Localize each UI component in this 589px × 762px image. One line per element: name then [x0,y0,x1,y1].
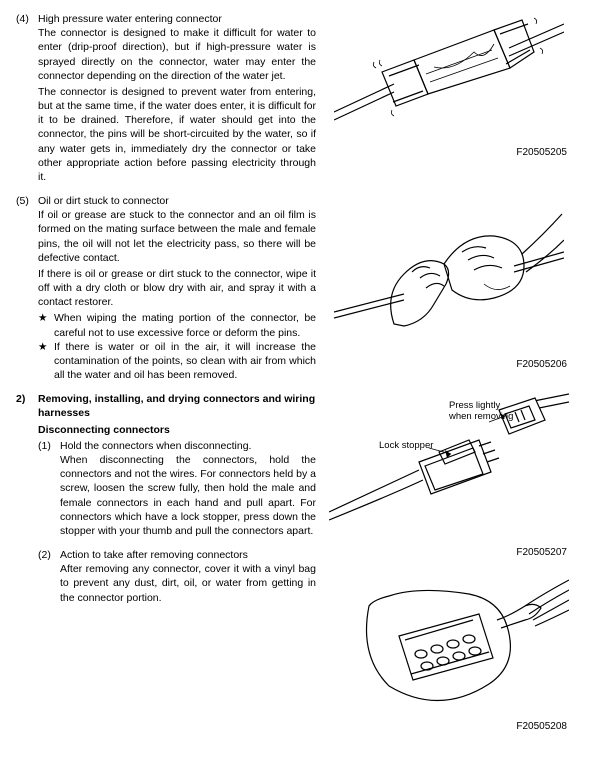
s2-1-p: When disconnecting the connectors, hold … [60,453,316,538]
fig-label-208: F20505208 [324,720,573,734]
section-2-row: 2) Removing, installing, and drying conn… [16,392,573,733]
section-2-figcol: Press lightly when removing Lock stopper… [316,392,573,733]
item-4-p2: The connector is designed to prevent wat… [38,85,316,184]
section-2-text: 2) Removing, installing, and drying conn… [16,392,316,604]
s2-2-title: Action to take after removing connectors [60,548,316,562]
s2-2-p: After removing any connector, cover it w… [60,562,316,605]
press-lightly-label-a: Press lightly [449,400,500,411]
lock-stopper-label: Lock stopper [379,440,433,451]
item-5-p1: If oil or grease are stuck to the connec… [38,208,316,265]
item-5-p2: If there is oil or grease or dirt stuck … [38,267,316,310]
lock-stopper-icon: Press lightly when removing Lock stopper [329,392,569,542]
vinyl-bag-icon [329,566,569,716]
item-4-title: High pressure water entering connector [38,12,316,26]
item-5-title: Oil or dirt stuck to connector [38,194,316,208]
star-icon: ★ [38,311,54,325]
item-4-num: (4) [16,12,38,26]
fig-label-207: F20505207 [324,546,573,560]
item-5-num: (5) [16,194,38,208]
item-4-figcol: F20505205 [316,12,573,160]
star-icon: ★ [38,340,54,354]
fig-label-206: F20505206 [324,358,573,372]
section-2-sub: Disconnecting connectors [38,423,316,437]
s2-1-title: Hold the connectors when disconnecting. [60,439,316,453]
section-2-title: Removing, installing, and drying connect… [38,392,316,420]
section-2-num: 2) [16,392,38,604]
fig-label-205: F20505205 [324,146,573,160]
item-4-text: (4) High pressure water entering connect… [16,12,316,184]
item-5-star2: If there is water or oil in the air, it … [54,340,316,383]
item-4-p1: The connector is designed to make it dif… [38,26,316,83]
item-5-row: (5) Oil or dirt stuck to connector If oi… [16,194,573,382]
hands-wiping-icon [334,194,564,354]
item-5-text: (5) Oil or dirt stuck to connector If oi… [16,194,316,382]
s2-2-num: (2) [38,548,60,562]
item-4-row: (4) High pressure water entering connect… [16,12,573,184]
item-5-star1: When wiping the mating portion of the co… [54,311,316,339]
item-5-figcol: F20505206 [316,194,573,372]
s2-1-num: (1) [38,439,60,453]
water-connector-icon [334,12,564,142]
